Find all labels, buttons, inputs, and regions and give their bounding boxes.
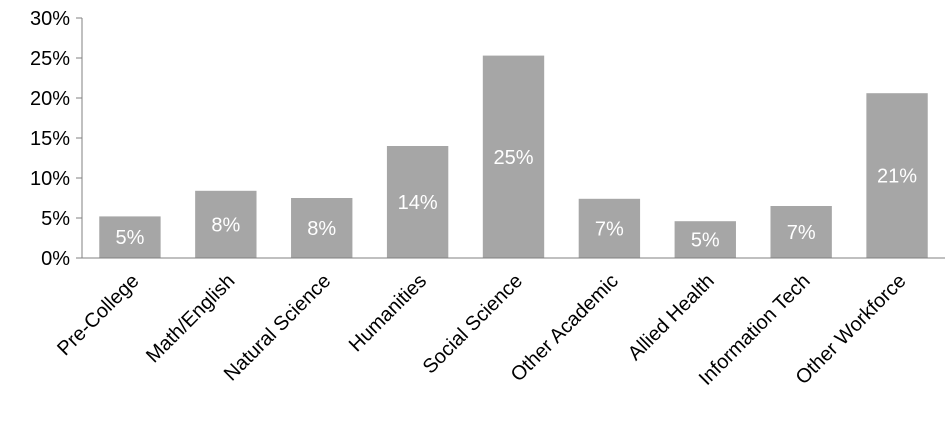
y-tick-label: 5% — [41, 208, 70, 230]
data-label: 5% — [115, 227, 144, 249]
y-tick-label: 20% — [30, 88, 70, 110]
bar — [291, 198, 353, 258]
y-tick-label: 30% — [30, 8, 70, 30]
data-label: 25% — [493, 147, 533, 169]
bar — [99, 216, 161, 258]
bar — [770, 206, 832, 258]
y-tick-label: 15% — [30, 128, 70, 150]
data-label: 8% — [211, 214, 240, 236]
data-label: 7% — [787, 222, 816, 244]
y-axis-ticks: 0% 5% 10% 15% 20% 25% 30% — [30, 8, 82, 270]
data-label: 5% — [691, 230, 720, 252]
x-tick-label: Pre-College — [53, 270, 143, 360]
data-labels: 5% 8% 8% 14% 25% 7% 5% 7% 21% — [115, 147, 917, 252]
data-label: 14% — [398, 192, 438, 214]
x-tick-label: Allied Health — [624, 270, 719, 365]
x-tick-label: Math/English — [142, 270, 239, 367]
x-tick-label: Social Science — [419, 270, 527, 378]
bar — [674, 221, 736, 258]
y-tick-label: 10% — [30, 168, 70, 190]
y-tick-label: 25% — [30, 48, 70, 70]
data-label: 7% — [595, 218, 624, 240]
y-tick-label: 0% — [41, 248, 70, 270]
data-label: 21% — [877, 166, 917, 188]
bar — [482, 55, 545, 258]
bar — [866, 93, 928, 258]
bar — [386, 146, 449, 258]
bar — [195, 190, 257, 258]
bar — [578, 198, 641, 258]
x-tick-label: Humanities — [345, 270, 431, 356]
axes — [81, 18, 945, 259]
bars — [99, 55, 928, 258]
data-label: 8% — [307, 218, 336, 240]
